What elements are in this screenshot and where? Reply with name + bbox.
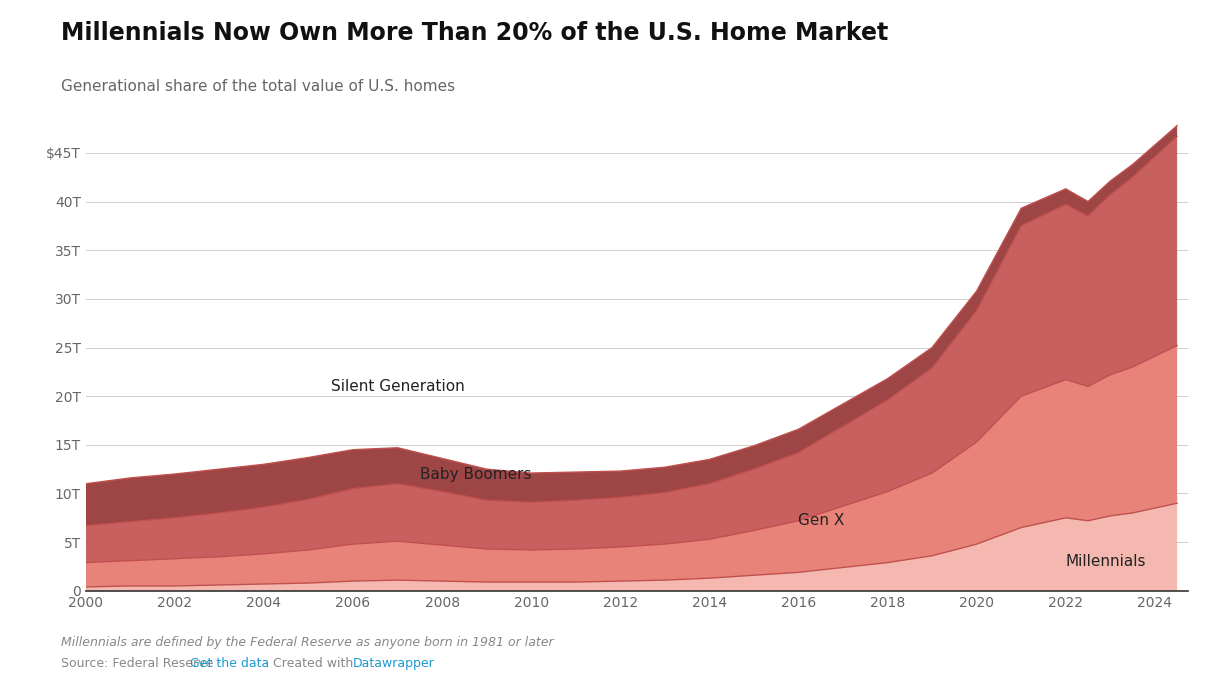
Text: · Created with: · Created with bbox=[261, 657, 358, 670]
Text: Silent Generation: Silent Generation bbox=[331, 379, 464, 394]
Text: Gen X: Gen X bbox=[799, 513, 845, 528]
Text: Millennials are defined by the Federal Reserve as anyone born in 1981 or later: Millennials are defined by the Federal R… bbox=[61, 636, 554, 649]
Text: Get the data: Get the data bbox=[190, 657, 270, 670]
Text: Source: Federal Reserve ·: Source: Federal Reserve · bbox=[61, 657, 225, 670]
Text: Baby Boomers: Baby Boomers bbox=[420, 467, 532, 482]
Text: Generational share of the total value of U.S. homes: Generational share of the total value of… bbox=[61, 79, 456, 94]
Text: Millennials: Millennials bbox=[1066, 554, 1147, 570]
Text: Millennials Now Own More Than 20% of the U.S. Home Market: Millennials Now Own More Than 20% of the… bbox=[61, 21, 888, 45]
Text: Datawrapper: Datawrapper bbox=[353, 657, 435, 670]
